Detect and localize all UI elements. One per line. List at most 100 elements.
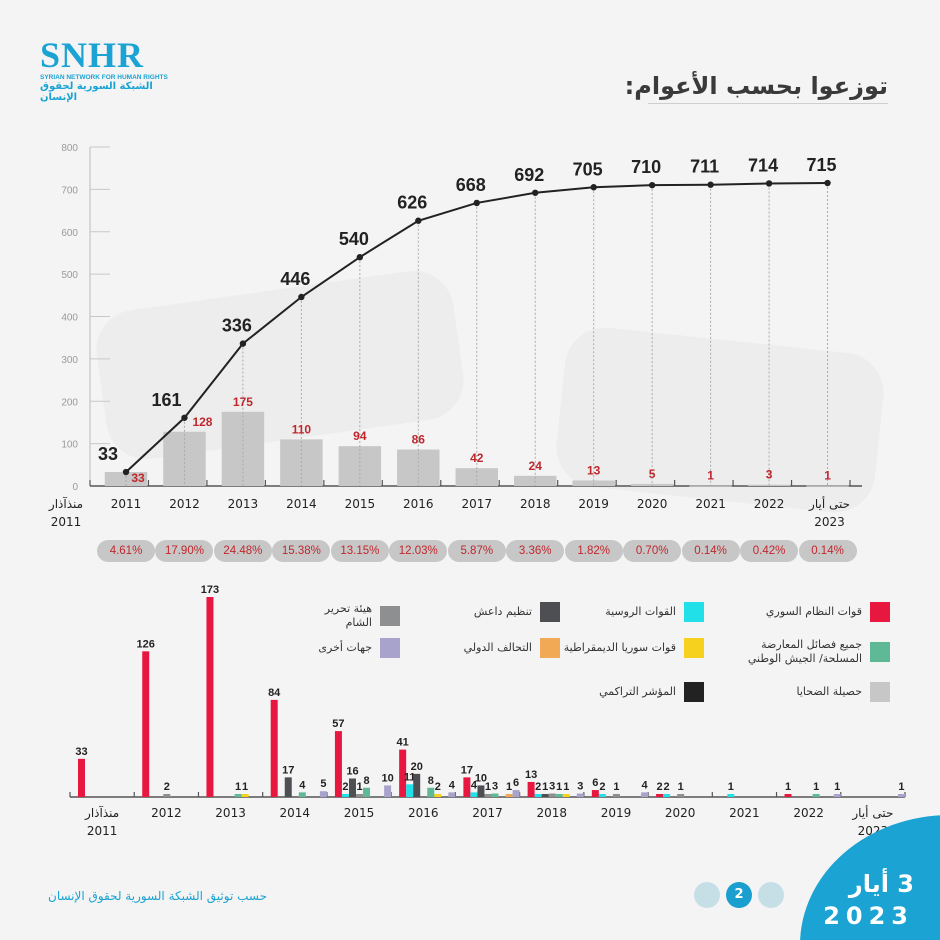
bar-value-label: 4 xyxy=(641,779,648,791)
percentage-pill: 13.15% xyxy=(330,540,389,562)
x-tick-label: 2016 xyxy=(403,497,434,511)
cumulative-point xyxy=(590,184,597,191)
bar-russia xyxy=(341,794,349,797)
bar-russia xyxy=(598,794,606,797)
bar-hts xyxy=(484,794,492,797)
x-tick-label: 2015 xyxy=(345,497,376,511)
x-tick-label: 2017 xyxy=(461,497,492,511)
bar-value-label: 3 xyxy=(766,468,773,482)
bar-sdf xyxy=(562,794,570,797)
legend-item-regime: قوات النظام السوري xyxy=(766,602,890,622)
bar-isis xyxy=(413,773,421,797)
bar-value-label: 8 xyxy=(363,775,369,787)
bar-total xyxy=(572,480,615,486)
bar-value-label: 10 xyxy=(475,772,487,784)
legend-label: المؤشر التراكمي xyxy=(599,685,676,698)
y-tick-label: 800 xyxy=(61,143,78,154)
bar-value-label: 1 xyxy=(556,781,562,793)
snhr-logo: SNHR SYRIAN NETWORK FOR HUMAN RIGHTS الش… xyxy=(40,37,170,103)
x-tick-label: حتى أيار xyxy=(851,805,893,821)
legend-swatch xyxy=(870,602,890,622)
bar-value-label: 1 xyxy=(485,781,491,793)
y-tick-label: 200 xyxy=(61,397,78,408)
bar-total xyxy=(630,483,674,486)
bar-value-label: 4 xyxy=(299,779,306,791)
page-dot-prev[interactable] xyxy=(694,882,720,908)
bar-isis xyxy=(284,777,292,797)
bar-sdf xyxy=(241,794,249,797)
bar-total xyxy=(806,485,849,487)
y-tick-label: 700 xyxy=(61,185,78,196)
bar-value-label: 2 xyxy=(164,781,170,793)
page-dot-current[interactable]: 2 xyxy=(726,882,752,908)
bar-russia xyxy=(406,784,414,797)
cumulative-point xyxy=(239,340,247,347)
bar-value-label: 1 xyxy=(506,781,512,793)
bar-opposition xyxy=(812,794,820,797)
bar-value-label: 1 xyxy=(242,781,248,793)
x-tick-label: 2017 xyxy=(472,806,503,820)
bar-regime xyxy=(334,731,342,797)
bar-opposition xyxy=(427,787,435,797)
page-dot-next[interactable] xyxy=(758,882,784,908)
bar-isis xyxy=(541,794,549,797)
bar-others xyxy=(448,792,456,797)
percentage-pill: 5.87% xyxy=(447,540,506,562)
bar-others xyxy=(641,792,649,797)
cumulative-label: 446 xyxy=(280,269,310,289)
cumulative-point xyxy=(765,180,773,187)
x-tick-label: 2013 xyxy=(215,806,246,820)
cumulative-label: 668 xyxy=(456,175,486,195)
bar-opposition xyxy=(555,794,563,797)
percentage-pill: 24.48% xyxy=(213,540,272,562)
bar-value-label: 1 xyxy=(813,781,819,793)
x-tick-label: 2011 xyxy=(87,824,118,838)
bar-value-label: 8 xyxy=(428,775,434,787)
bar-total xyxy=(104,472,148,486)
bar-value-label: 1 xyxy=(235,781,241,793)
percentage-pill: 12.03% xyxy=(389,540,448,562)
bar-value-label: 1 xyxy=(542,781,548,793)
cumulative-label: 336 xyxy=(222,316,252,336)
bar-regime xyxy=(399,749,407,797)
bar-value-label: 10 xyxy=(382,772,394,784)
legend-swatch xyxy=(684,602,704,622)
percentage-pill: 3.36% xyxy=(506,540,565,562)
legend-label: القوات الروسية xyxy=(605,605,676,618)
chart-legend: قوات النظام السوري القوات الروسية تنظيم دا… xyxy=(300,598,900,708)
bar-sdf xyxy=(434,794,442,797)
bar-value-label: 2 xyxy=(342,781,348,793)
y-tick-label: 600 xyxy=(61,228,78,239)
bar-value-label: 1 xyxy=(834,781,840,793)
x-tick-label: 2013 xyxy=(228,497,259,511)
bar-value-label: 3 xyxy=(549,781,555,793)
percentage-pill: 17.90% xyxy=(155,540,214,562)
x-tick-label: 2021 xyxy=(729,806,760,820)
bar-value-label: 1 xyxy=(678,781,684,793)
logo-english: SYRIAN NETWORK FOR HUMAN RIGHTS xyxy=(40,74,168,81)
bar-value-label: 2 xyxy=(599,781,605,793)
bar-value-label: 20 xyxy=(411,761,423,773)
legend-item-others: جهات أخرى xyxy=(318,638,400,658)
bar-value-label: 33 xyxy=(75,746,87,758)
logo-arabic: الشبكة السورية لحقوق الإنسان xyxy=(40,81,153,103)
percentage-row: 4.61% 17.90% 24.48% 15.38% 13.15% 12.03% 5.87%… xyxy=(96,540,857,562)
cumulative-label: 540 xyxy=(339,229,369,249)
bar-value-label: 175 xyxy=(233,395,253,409)
x-tick-label: 2019 xyxy=(578,497,609,511)
legend-label: تنظيم داعش xyxy=(473,605,532,618)
bar-others xyxy=(512,790,520,797)
cumulative-point xyxy=(707,181,714,188)
bar-hts xyxy=(163,794,171,797)
bar-value-label: 11 xyxy=(404,771,416,783)
x-tick-label: 2015 xyxy=(344,806,375,820)
percentage-pill: 0.14% xyxy=(798,540,857,562)
bar-value-label: 1 xyxy=(356,781,362,793)
bar-opposition xyxy=(363,787,371,797)
bar-value-label: 33 xyxy=(131,471,145,485)
bar-isis xyxy=(348,778,356,797)
bar-coalition xyxy=(505,794,513,797)
bar-regime xyxy=(784,794,792,797)
bar-value-label: 2 xyxy=(535,781,541,793)
bar-regime xyxy=(270,699,278,797)
